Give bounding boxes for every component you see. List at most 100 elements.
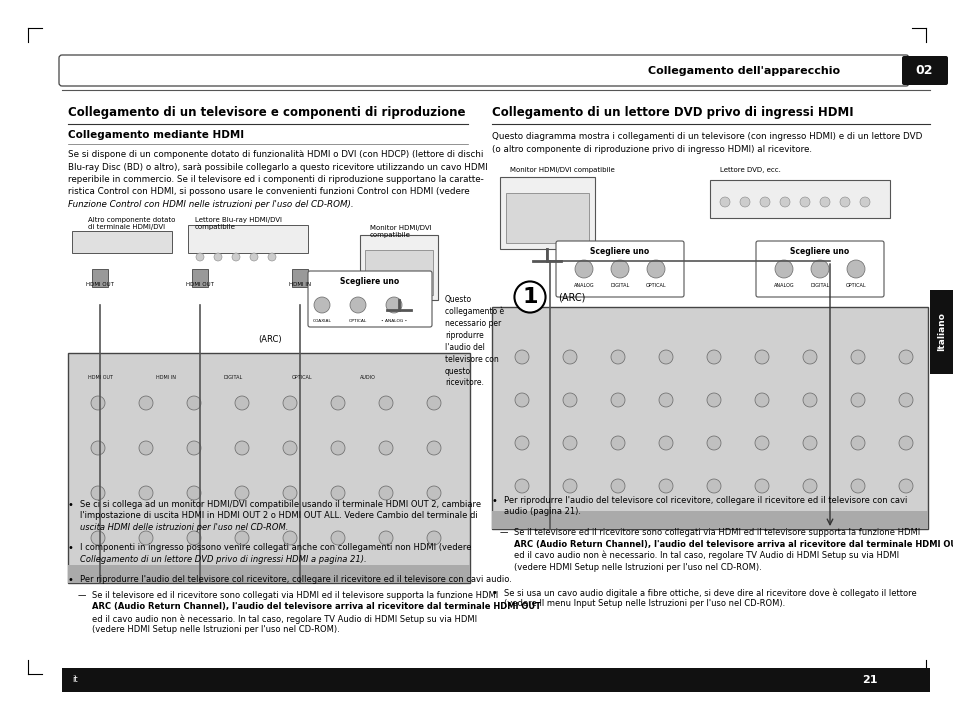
Text: audio (pagina 21).: audio (pagina 21).: [503, 508, 580, 517]
Bar: [62, 668, 929, 692]
Circle shape: [515, 350, 529, 364]
Circle shape: [754, 436, 768, 450]
Circle shape: [268, 253, 275, 261]
Text: Scegliere uno: Scegliere uno: [340, 277, 399, 286]
Text: Per riprodurre l'audio del televisore col ricevitore, collegare il ricevitore ed: Per riprodurre l'audio del televisore co…: [80, 575, 512, 584]
Circle shape: [898, 436, 912, 450]
Text: ANALOG: ANALOG: [773, 283, 794, 288]
Circle shape: [646, 260, 664, 278]
Text: AUDIO: AUDIO: [359, 375, 375, 380]
Bar: [929, 290, 953, 374]
Text: Se si dispone di un componente dotato di funzionalità HDMI o DVI (con HDCP) (let: Se si dispone di un componente dotato di…: [68, 150, 483, 159]
FancyBboxPatch shape: [308, 271, 432, 327]
Bar: [505, 193, 588, 243]
Text: OPTICAL: OPTICAL: [844, 283, 865, 288]
Text: HDMI OUT: HDMI OUT: [88, 375, 112, 380]
Text: (vedere Il menu Input Setup nelle Istruzioni per l'uso nel CD-ROM).: (vedere Il menu Input Setup nelle Istruz…: [503, 600, 784, 609]
Text: HDMI IN: HDMI IN: [289, 282, 311, 287]
Text: (ARC): (ARC): [558, 292, 585, 302]
Circle shape: [610, 260, 628, 278]
Text: l'impostazione di uscita HDMI in HDMI OUT 2 o HDMI OUT ALL. Vedere Cambio del te: l'impostazione di uscita HDMI in HDMI OU…: [80, 512, 477, 520]
Bar: [91, 269, 108, 287]
Circle shape: [720, 197, 729, 207]
Circle shape: [754, 479, 768, 493]
Circle shape: [139, 531, 152, 545]
Circle shape: [802, 350, 816, 364]
Circle shape: [515, 479, 529, 493]
Bar: [709, 180, 889, 218]
Text: HDMI OUT: HDMI OUT: [186, 282, 213, 287]
Circle shape: [898, 350, 912, 364]
Text: Funzione Control con HDMI nelle istruzioni per l'uso del CD-ROM).: Funzione Control con HDMI nelle istruzio…: [68, 200, 354, 209]
Circle shape: [760, 197, 769, 207]
Circle shape: [810, 260, 828, 278]
Circle shape: [283, 441, 296, 455]
Text: it: it: [71, 675, 77, 684]
Bar: [192, 269, 208, 287]
Text: Se il televisore ed il ricevitore sono collegati via HDMI ed il televisore suppo: Se il televisore ed il ricevitore sono c…: [514, 528, 920, 537]
Text: •: •: [492, 496, 497, 506]
Circle shape: [427, 531, 440, 545]
Text: Se si usa un cavo audio digitale a fibre ottiche, si deve dire al ricevitore dov: Se si usa un cavo audio digitale a fibre…: [503, 588, 916, 597]
Text: ristica Control con HDMI, si possono usare le convenienti funzioni Control con H: ristica Control con HDMI, si possono usa…: [68, 187, 469, 197]
Text: Monitor HDMI/DVI compatibile: Monitor HDMI/DVI compatibile: [510, 167, 614, 173]
Circle shape: [898, 393, 912, 407]
Circle shape: [234, 531, 249, 545]
Text: ARC (Audio Return Channel), l'audio del televisore arriva al ricevitore dal term: ARC (Audio Return Channel), l'audio del …: [514, 540, 953, 548]
Text: DIGITAL: DIGITAL: [224, 375, 243, 380]
Circle shape: [283, 486, 296, 500]
Circle shape: [850, 436, 864, 450]
Circle shape: [213, 253, 222, 261]
Circle shape: [234, 486, 249, 500]
Circle shape: [610, 479, 624, 493]
FancyBboxPatch shape: [59, 55, 908, 86]
Circle shape: [314, 297, 330, 313]
Text: Collegamento di un televisore e componenti di riproduzione: Collegamento di un televisore e componen…: [68, 106, 465, 119]
Circle shape: [706, 479, 720, 493]
Text: ed il cavo audio non è necessario. In tal caso, regolare TV Audio di HDMI Setup : ed il cavo audio non è necessario. In ta…: [514, 551, 898, 560]
Text: Questo diagramma mostra i collegamenti di un televisore (con ingresso HDMI) e di: Questo diagramma mostra i collegamenti d…: [492, 132, 922, 141]
Text: Lettore Blu-ray HDMI/DVI
compatibile: Lettore Blu-ray HDMI/DVI compatibile: [194, 217, 282, 230]
Circle shape: [378, 441, 393, 455]
Text: Collegamento di un lettore DVD privo di ingressi HDMI a pagina 21).: Collegamento di un lettore DVD privo di …: [80, 555, 366, 564]
Circle shape: [234, 441, 249, 455]
Text: I componenti in ingresso possono venire collegati anche con collegamenti non HDM: I componenti in ingresso possono venire …: [80, 543, 471, 552]
Text: reperibile in commercio. Se il televisore ed i componenti di riproduzione suppor: reperibile in commercio. Se il televisor…: [68, 175, 483, 184]
Text: DIGITAL: DIGITAL: [809, 283, 829, 288]
Circle shape: [331, 396, 345, 410]
Bar: [492, 511, 927, 529]
Text: Se il televisore ed il ricevitore sono collegati via HDMI ed il televisore suppo: Se il televisore ed il ricevitore sono c…: [91, 591, 497, 600]
Circle shape: [91, 396, 105, 410]
FancyBboxPatch shape: [755, 241, 883, 297]
Text: HDMI OUT: HDMI OUT: [86, 282, 113, 287]
Text: Lettore DVD, ecc.: Lettore DVD, ecc.: [720, 167, 781, 173]
Bar: [492, 307, 927, 529]
Circle shape: [659, 479, 672, 493]
Text: —: —: [499, 528, 508, 537]
Bar: [188, 225, 308, 253]
Text: ARC (Audio Return Channel), l'audio del televisore arriva al ricevitore dal term: ARC (Audio Return Channel), l'audio del …: [91, 602, 540, 611]
Circle shape: [378, 396, 393, 410]
Circle shape: [250, 253, 257, 261]
Text: Collegamento dell'apparecchio: Collegamento dell'apparecchio: [647, 65, 840, 76]
Circle shape: [331, 441, 345, 455]
Circle shape: [850, 393, 864, 407]
Circle shape: [562, 393, 577, 407]
Text: DIGITAL: DIGITAL: [610, 283, 629, 288]
Circle shape: [232, 253, 240, 261]
Text: Collegamento mediante HDMI: Collegamento mediante HDMI: [68, 130, 244, 140]
Circle shape: [187, 441, 201, 455]
Circle shape: [800, 197, 809, 207]
Circle shape: [659, 393, 672, 407]
Bar: [71, 231, 172, 253]
Text: 02: 02: [914, 64, 932, 77]
Circle shape: [850, 350, 864, 364]
Circle shape: [350, 297, 366, 313]
Circle shape: [427, 441, 440, 455]
Circle shape: [802, 479, 816, 493]
Text: ANALOG: ANALOG: [573, 283, 594, 288]
Circle shape: [515, 393, 529, 407]
Circle shape: [754, 350, 768, 364]
Circle shape: [91, 531, 105, 545]
Text: (vedere HDMI Setup nelle Istruzioni per l'uso nel CD-ROM).: (vedere HDMI Setup nelle Istruzioni per …: [91, 625, 339, 635]
